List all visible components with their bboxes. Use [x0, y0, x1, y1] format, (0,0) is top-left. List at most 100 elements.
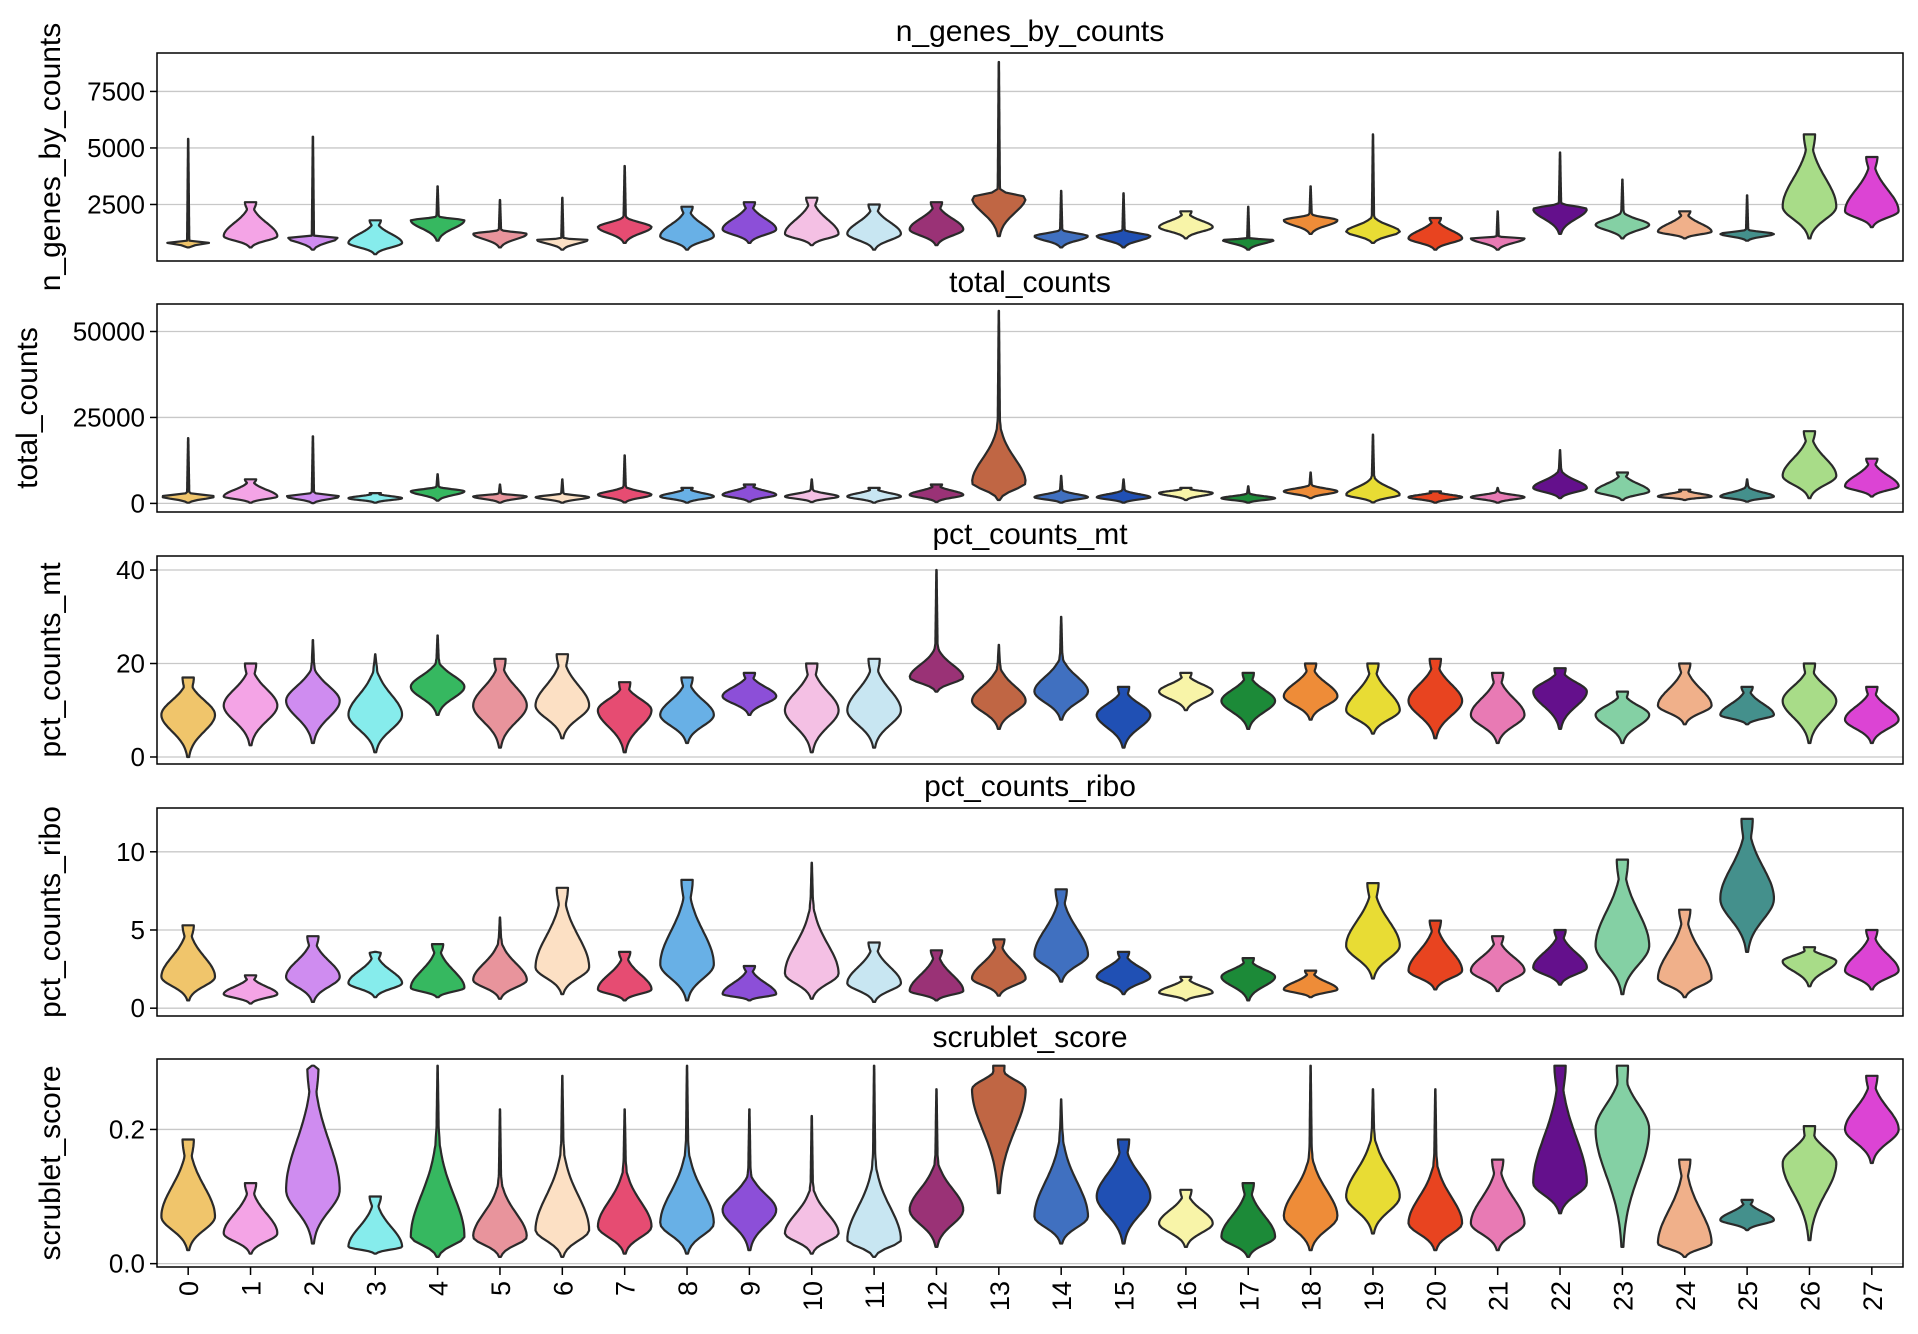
violin-n_genes_by_counts-11	[846, 203, 902, 251]
violin-pct_counts_ribo-14	[1033, 888, 1090, 983]
panel-title: total_counts	[949, 266, 1111, 299]
violin-scrublet_score-18	[1282, 1064, 1339, 1252]
violin-total_counts-7	[596, 454, 653, 504]
violin-pct_counts_ribo-17	[1220, 957, 1277, 1002]
y-tick-label: 0	[131, 993, 145, 1023]
x-tick-label: 7	[611, 1281, 641, 1296]
violin-pct_counts_ribo-12	[908, 949, 965, 1002]
violin-scrublet_score-6	[534, 1074, 591, 1258]
violin-pct_counts_ribo-10	[783, 861, 840, 1000]
x-tick-label: 20	[1421, 1281, 1451, 1311]
violin-n_genes_by_counts-4	[409, 185, 466, 242]
violin-pct_counts_ribo-2	[285, 935, 341, 1003]
y-tick-label: 10	[116, 837, 145, 867]
violin-scrublet_score-11	[846, 1064, 902, 1258]
violin-total_counts-17	[1220, 485, 1277, 504]
violin-total_counts-1	[222, 478, 279, 504]
violin-total_counts-24	[1656, 488, 1713, 502]
violin-pct_counts_ribo-18	[1282, 969, 1339, 999]
y-axis-label: scrublet_score	[34, 1065, 67, 1260]
x-tick-label: 4	[424, 1281, 454, 1296]
violin-pct_counts_mt-23	[1594, 690, 1651, 745]
y-tick-label: 5000	[87, 133, 145, 163]
violin-total_counts-27	[1843, 457, 1900, 498]
panel-frame-total_counts	[156, 303, 1904, 513]
y-tick-label: 0	[131, 488, 145, 518]
violin-n_genes_by_counts-6	[536, 196, 589, 251]
violin-pct_counts_mt-17	[1220, 671, 1277, 730]
violin-n_genes_by_counts-3	[347, 219, 404, 256]
x-tick-label: 10	[798, 1281, 828, 1311]
violin-scrublet_score-2	[285, 1064, 341, 1245]
violin-scrublet_score-3	[347, 1195, 404, 1255]
violin-pct_counts_ribo-9	[721, 964, 778, 1002]
violin-n_genes_by_counts-16	[1158, 210, 1214, 240]
violin-n_genes_by_counts-20	[1407, 216, 1464, 251]
violin-n_genes_by_counts-24	[1656, 210, 1713, 240]
violin-pct_counts_ribo-13	[970, 938, 1027, 997]
violin-pct_counts_ribo-5	[472, 916, 528, 1000]
y-axis-label: total_counts	[11, 327, 44, 489]
violin-pct_counts_mt-27	[1843, 685, 1900, 745]
violin-total_counts-8	[659, 486, 715, 504]
x-tick-label: 19	[1359, 1281, 1389, 1311]
violin-total_counts-2	[285, 435, 340, 505]
violin-pct_counts_ribo-8	[659, 878, 715, 1002]
violin-pct_counts_mt-26	[1781, 662, 1838, 745]
y-axis-label: n_genes_by_counts	[34, 23, 67, 292]
violin-total_counts-11	[846, 486, 902, 504]
violin-scrublet_score-17	[1220, 1182, 1277, 1258]
violin-scrublet_score-12	[908, 1088, 965, 1248]
y-tick-label: 0.0	[109, 1249, 145, 1279]
y-tick-label: 0.2	[109, 1114, 145, 1144]
violin-scrublet_score-14	[1033, 1098, 1090, 1245]
panel-title: pct_counts_ribo	[924, 770, 1136, 803]
violin-total_counts-9	[721, 483, 778, 503]
x-tick-label: 18	[1297, 1281, 1327, 1311]
violin-n_genes_by_counts-18	[1282, 185, 1339, 235]
y-tick-label: 40	[116, 555, 145, 585]
x-tick-label: 13	[985, 1281, 1015, 1311]
violin-total_counts-0	[161, 437, 215, 504]
panel-frame-pct_counts_ribo	[156, 807, 1904, 1017]
violin-pct_counts_ribo-23	[1594, 858, 1651, 996]
violin-total_counts-12	[908, 483, 965, 504]
violin-scrublet_score-26	[1781, 1125, 1838, 1242]
violin-scrublet_score-16	[1158, 1188, 1214, 1248]
x-tick-label: 9	[735, 1281, 765, 1296]
violin-pct_counts_ribo-24	[1656, 908, 1713, 999]
violin-total_counts-5	[472, 483, 528, 504]
panel-title: n_genes_by_counts	[896, 15, 1165, 48]
violin-pct_counts_mt-11	[846, 657, 902, 749]
violin-total_counts-14	[1033, 474, 1090, 504]
violin-n_genes_by_counts-5	[472, 198, 528, 249]
violin-scrublet_score-5	[472, 1108, 528, 1258]
violin-pct_counts_mt-1	[222, 662, 279, 747]
violin-pct_counts_ribo-27	[1843, 928, 1900, 991]
violin-scrublet_score-23	[1594, 1064, 1651, 1248]
violin-pct_counts_mt-20	[1407, 657, 1464, 740]
violin-total_counts-4	[409, 473, 466, 502]
violin-scrublet_score-4	[409, 1064, 466, 1258]
violin-total_counts-3	[347, 492, 404, 504]
violin-pct_counts_mt-0	[160, 676, 217, 759]
y-tick-label: 20	[116, 649, 145, 679]
x-tick-label: 23	[1608, 1281, 1638, 1311]
violin-total_counts-16	[1158, 486, 1214, 502]
violin-n_genes_by_counts-14	[1033, 189, 1089, 249]
y-tick-label: 7500	[87, 76, 145, 106]
violin-n_genes_by_counts-15	[1095, 192, 1152, 249]
violin-pct_counts_mt-21	[1469, 671, 1526, 745]
violin-pct_counts_mt-13	[970, 643, 1027, 730]
violin-pct_counts_ribo-0	[160, 924, 217, 1002]
violin-scrublet_score-7	[596, 1108, 653, 1255]
violin-pct_counts_ribo-6	[534, 886, 591, 996]
violin-pct_counts_mt-19	[1345, 662, 1401, 735]
violin-total_counts-20	[1407, 490, 1464, 504]
x-tick-label: 25	[1733, 1281, 1763, 1311]
violin-pct_counts_mt-14	[1033, 615, 1090, 721]
violin-scrublet_score-21	[1469, 1158, 1526, 1252]
violin-scrublet_score-19	[1345, 1088, 1401, 1235]
violin-scrublet_score-20	[1407, 1088, 1464, 1252]
violin-pct_counts_mt-2	[285, 639, 341, 745]
